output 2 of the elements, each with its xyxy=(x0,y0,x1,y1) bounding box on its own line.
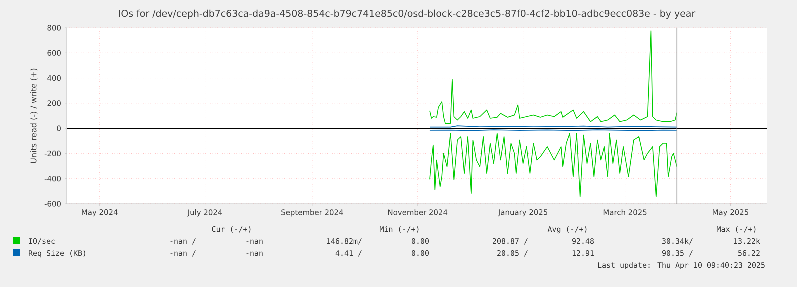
line-series xyxy=(430,133,678,198)
chart-title: IOs for /dev/ceph-db7c63ca-da9a-4508-854c-b79c741e85c0/osd-block-c28ce3c5-87f0-4cf2-bb10-adbc9ecc083e - by year xyxy=(119,10,696,19)
